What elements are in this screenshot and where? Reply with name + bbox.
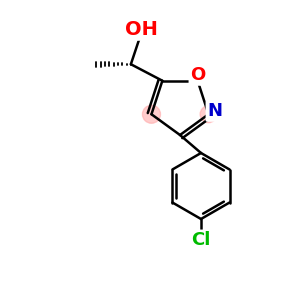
- Text: O: O: [190, 66, 205, 84]
- Circle shape: [142, 105, 160, 123]
- Text: Cl: Cl: [191, 231, 211, 249]
- Circle shape: [200, 106, 217, 123]
- Text: OH: OH: [125, 20, 158, 39]
- Text: N: N: [207, 102, 222, 120]
